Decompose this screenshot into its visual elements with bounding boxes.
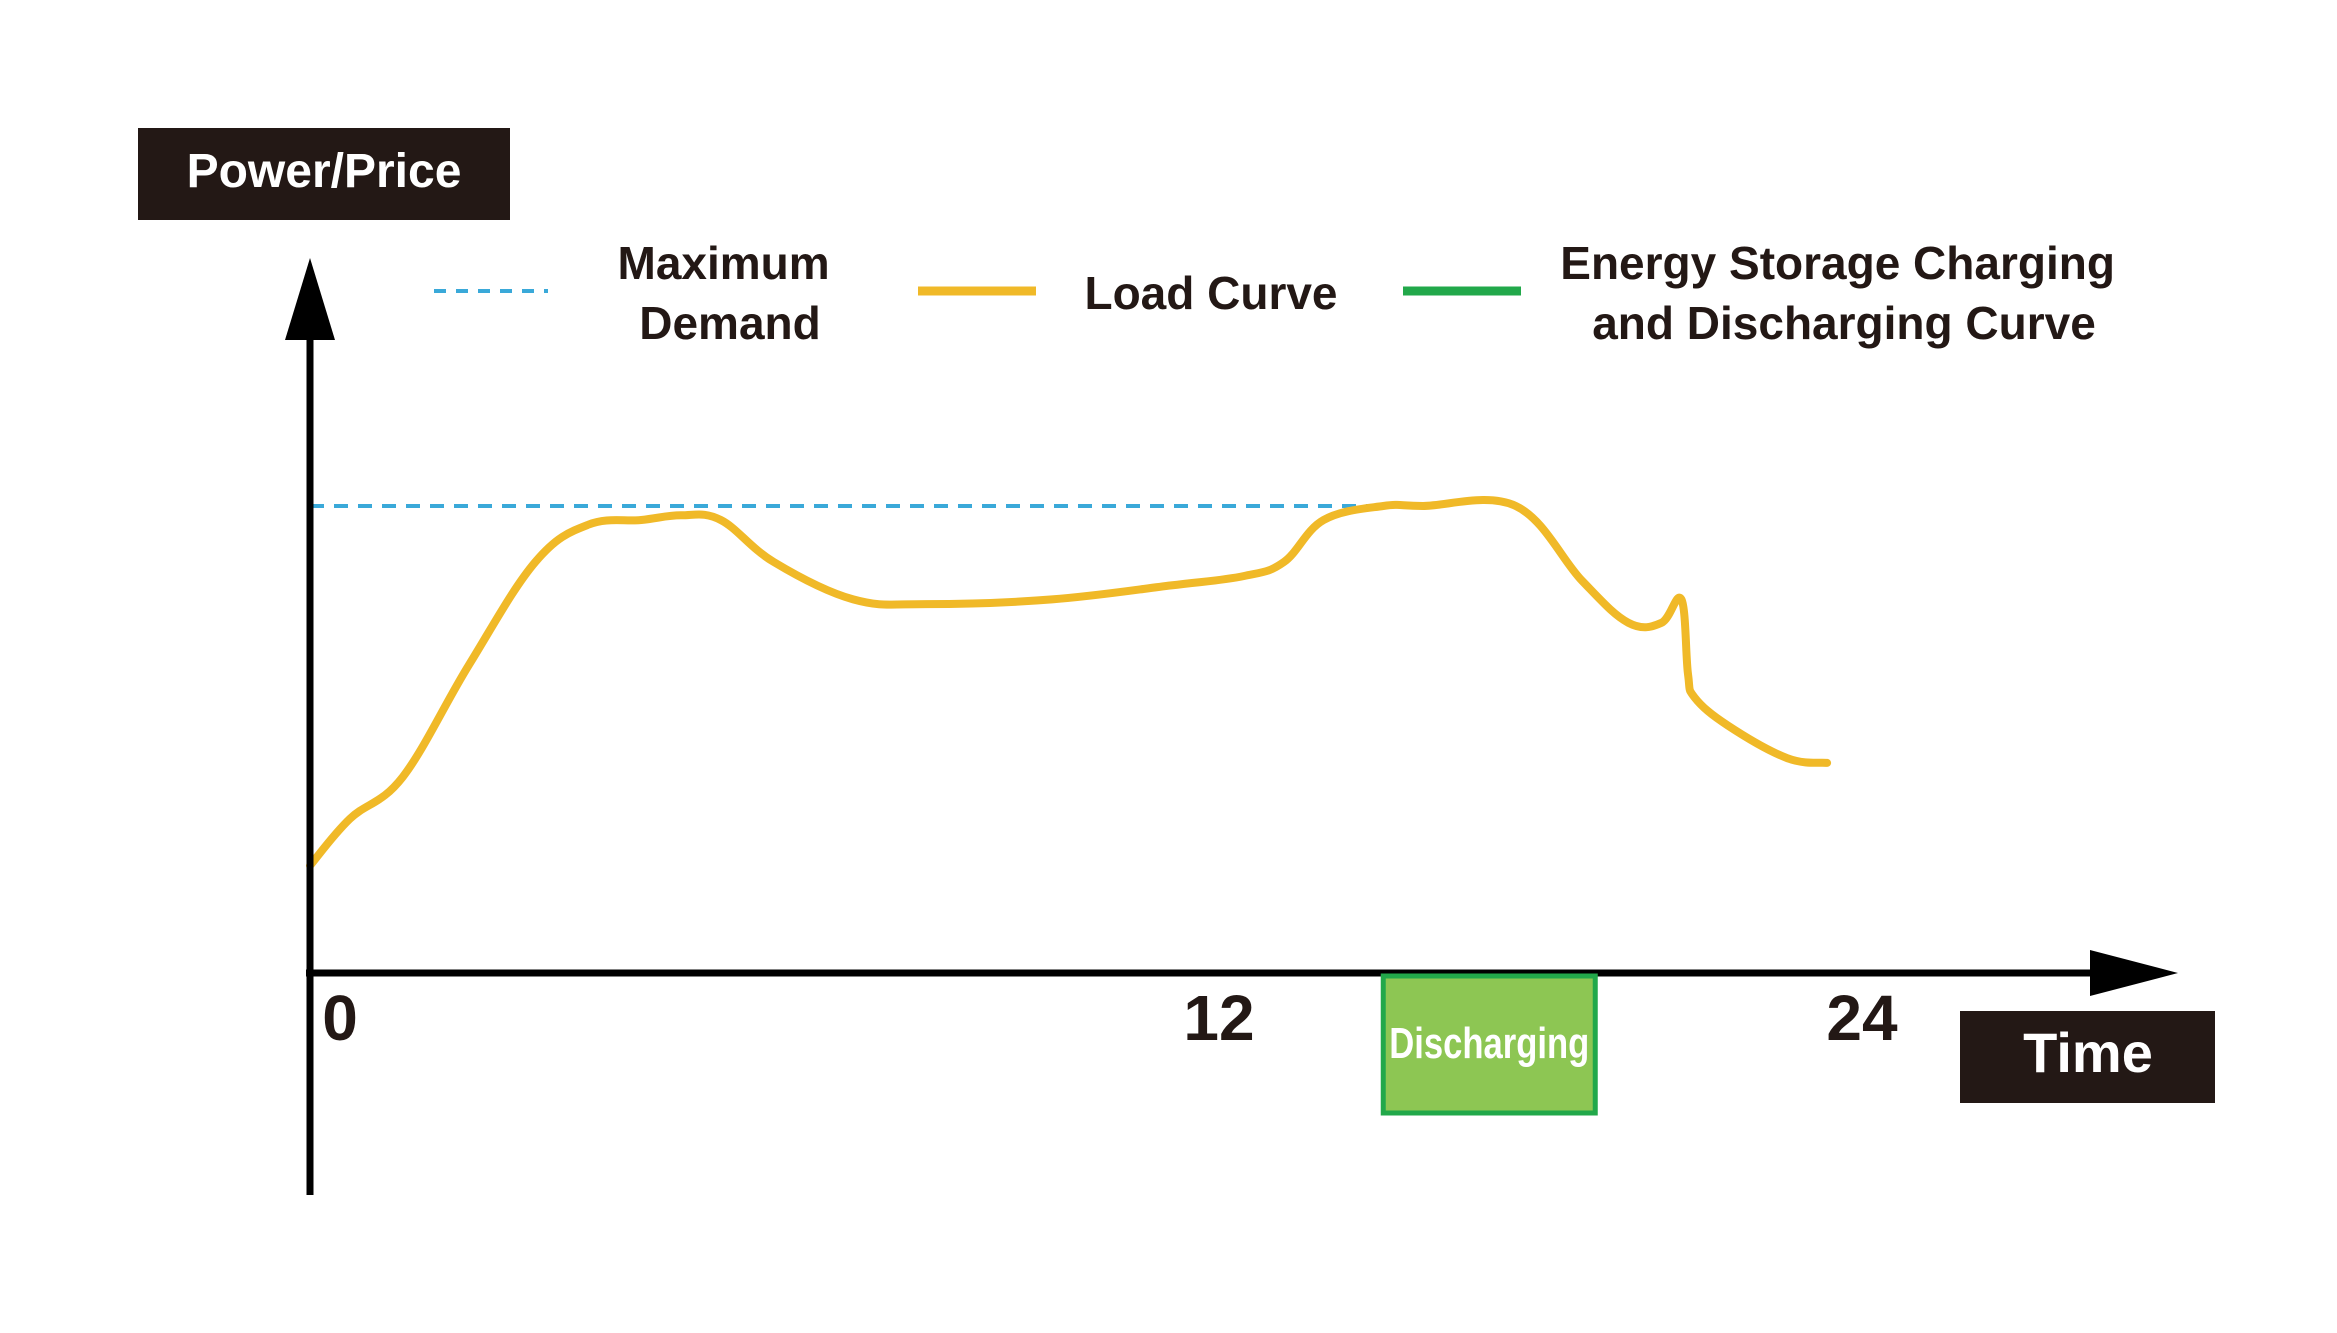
legend-label-max-demand-line1: Maximum [618,237,830,289]
load-curve-point-7 [677,511,685,519]
load-curve-point-17 [1379,502,1387,510]
load-curve-point-16 [1320,516,1328,524]
load-curve-point-23 [1677,595,1685,603]
legend-label-load-curve-line1: Load Curve [1084,267,1337,319]
discharging-box [1380,973,1598,1116]
load-curve-point-2 [399,773,407,781]
load-curve-point-5 [584,521,592,529]
load-curve-point-14 [1240,572,1248,580]
x-axis-label-box [1960,1011,2215,1103]
load-curve-point-15 [1280,558,1288,566]
x-axis-label: Time [2023,1021,2153,1084]
load-curve-point-8 [717,516,725,524]
x-tick-label-0: 0 [322,982,358,1054]
load-curve-point-13 [1167,581,1175,589]
load-curve-point-22 [1658,619,1666,627]
load-curve-point-21 [1624,619,1632,627]
legend-label-storage-curve-line1: Energy Storage Charging [1560,237,2115,289]
legend-label-max-demand: Maximum Demand [618,237,843,349]
load-curve-point-6 [637,516,645,524]
load-curve-point-1 [346,815,354,823]
legend: Maximum Demand Load Curve Energy Storage… [434,237,2127,349]
load-curve-point-27 [1783,754,1791,762]
legend-label-load-curve: Load Curve [1084,267,1337,319]
load-curve-point-26 [1724,721,1732,729]
load-curve-point-3 [465,661,473,669]
load-curve-point-12 [1048,595,1056,603]
y-axis-arrow [285,258,335,340]
load-curve-point-19 [1512,502,1520,510]
x-tick-label-24: 24 [1826,982,1898,1054]
load-curve-point-20 [1578,577,1586,585]
load-curve-point-24 [1684,670,1692,678]
y-axis-label: Power/Price [187,145,462,198]
load-curve-point-9 [770,558,778,566]
legend-label-max-demand-line2: Demand [639,297,820,349]
discharging-label: Discharging [1389,1019,1589,1068]
load-curve-point-28 [1823,759,1831,767]
load-curve-point-18 [1419,502,1427,510]
load-curve-point-25 [1691,693,1699,701]
legend-label-storage-curve-line2: and Discharging Curve [1592,297,2096,349]
y-axis-label-box [138,128,510,220]
x-axis-arrow [2090,950,2178,996]
load-curve-point-11 [922,600,930,608]
load-curve-point-4 [531,558,539,566]
load-curve-line [306,496,1832,870]
x-tick-label-12: 12 [1183,982,1254,1054]
load-curve-point-10 [849,595,857,603]
legend-label-storage-curve: Energy Storage Charging and Discharging … [1560,237,2127,349]
